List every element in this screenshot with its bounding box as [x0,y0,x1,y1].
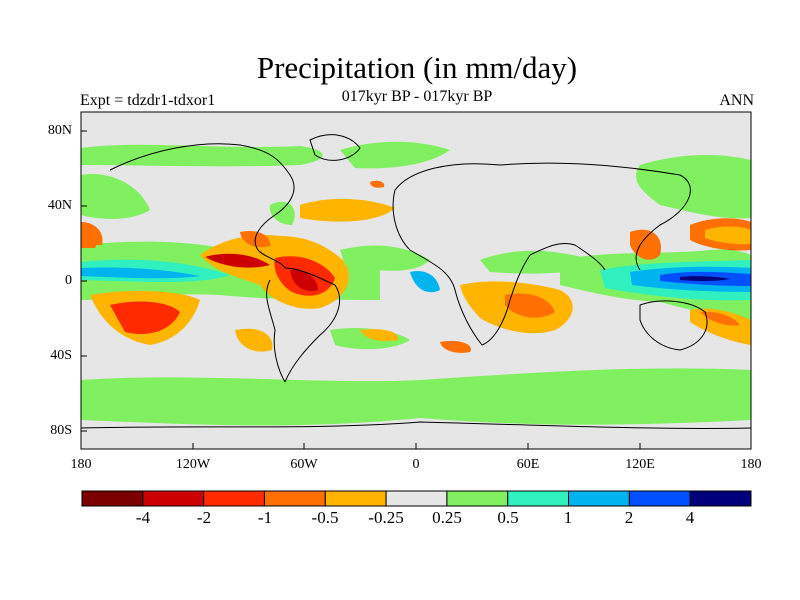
east-asia-negative [630,229,661,260]
lat-tick-label: 40N [47,198,72,213]
colorbar-swatch [324,490,387,507]
indo-pacific-max-positive [680,276,730,281]
north-pacific-positive [636,155,751,219]
lat-tick-label: 0 [65,273,72,288]
precip-anomaly-field [81,141,751,426]
colorbar-label: 2 [624,508,634,527]
colorbar [81,490,752,507]
equatorial-pacific-strong [81,267,200,279]
colorbar-swatch [507,490,570,507]
colorbar-swatch [568,490,630,507]
colorbar-label: 4 [685,508,695,527]
colorbar-swatch [142,490,205,507]
colorbar-swatch [446,490,509,507]
equatorial-atlantic-positive [340,245,430,271]
colorbar-swatch [81,490,144,507]
north-atlantic-small-negative [370,180,385,188]
north-america-coast [109,143,295,269]
south-america-coast [284,267,340,383]
lon-tick-label: 180 [70,457,92,472]
eurasia-coast [394,162,691,271]
tasman-strong-negative [700,311,740,326]
colorbar-label: -0.25 [368,508,404,527]
colorbar-label: 0.25 [432,508,462,527]
coastlines [81,134,751,429]
southwest-africa-negative [440,340,471,353]
colorbar-swatch [203,490,265,507]
dateline-negative [81,234,97,248]
africa-coast [392,189,531,346]
colorbar-label: 0.5 [497,508,519,527]
colorbar-label: -0.5 [311,508,339,527]
australia-coast [639,300,708,351]
lat-tick-label: 80N [47,123,72,138]
north-atlantic-negative [300,198,395,222]
experiment-label: Expt = tdzdr1-tdxor1 [80,92,216,109]
south-america-west-coast [266,279,286,383]
lon-tick-label: 60E [516,457,540,472]
lon-tick-label: 60W [290,457,318,472]
greenland-coast [309,134,361,161]
lon-tick-label: 0 [412,457,420,472]
colorbar-swatch [263,490,326,507]
southern-ocean-positive [81,368,751,426]
tasman-negative [690,308,751,345]
north-atlantic-positive [340,141,450,169]
season-label: ANN [719,92,754,109]
lon-tick-label: 180 [740,457,762,472]
south-atlantic-negative [360,329,399,342]
lat-tick-label: 80S [50,423,72,438]
arctic-positive-west [81,144,323,167]
subtitle: 017kyr BP - 017kyr BP [341,88,493,105]
gulf-stream-positive [269,201,295,225]
east-pacific-strong-negative [205,253,270,268]
lon-tick-label: 120W [175,457,211,472]
southeast-pacific-negative [235,328,273,352]
north-pacific-east-positive [81,174,150,219]
colorbar-label: 1 [563,508,573,527]
colorbar-swatch [628,490,691,507]
colorbar-swatch [689,490,752,507]
arabia-india-coast [529,242,606,271]
colorbar-label: -2 [196,508,212,527]
colorbar-label: -4 [135,508,151,527]
lat-tick-label: 40S [50,348,72,363]
south-pacific-strong-negative [110,301,180,334]
amazon-strong-negative [290,269,318,292]
antarctica-coast [81,421,751,429]
gulf-of-guinea-positive [410,270,440,293]
map-title: Precipitation (in mm/day) [256,50,578,85]
colorbar-label: -1 [257,508,273,527]
colorbar-swatch [385,490,448,507]
madagascar-negative [505,293,555,318]
axis-ticks [81,130,641,449]
lon-tick-label: 120E [625,457,655,472]
northwest-pacific-weak-negative [705,226,751,245]
